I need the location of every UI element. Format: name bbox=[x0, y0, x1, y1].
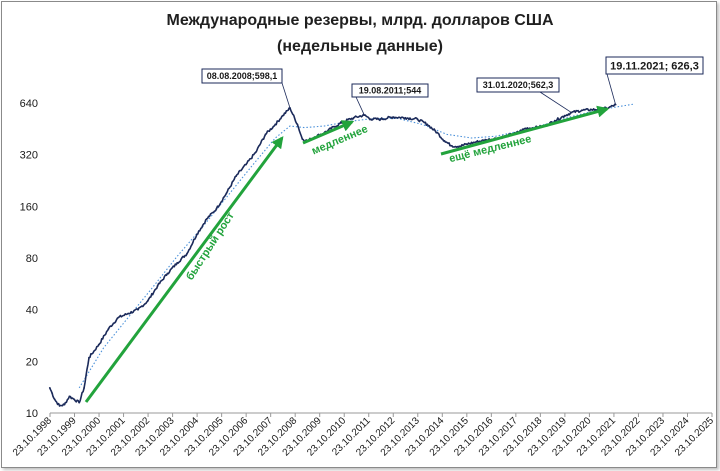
data-point bbox=[426, 123, 429, 126]
data-point bbox=[225, 192, 228, 195]
data-point bbox=[88, 356, 90, 359]
data-point bbox=[281, 114, 284, 117]
data-point bbox=[51, 392, 54, 395]
data-point bbox=[68, 395, 71, 398]
y-tick-label: 10 bbox=[26, 408, 38, 420]
data-point bbox=[53, 398, 56, 401]
data-point bbox=[235, 175, 238, 178]
data-point bbox=[590, 108, 593, 111]
data-point bbox=[580, 109, 583, 112]
data-point bbox=[343, 120, 345, 123]
data-point bbox=[245, 163, 247, 166]
x-axis: 23.10.199823.10.199923.10.200023.10.2001… bbox=[11, 412, 716, 459]
data-point bbox=[465, 143, 468, 146]
data-point bbox=[296, 123, 299, 126]
callout-label: 19.08.2011;544 bbox=[359, 86, 422, 96]
data-point bbox=[97, 343, 100, 346]
data-point bbox=[404, 116, 407, 119]
data-point bbox=[146, 300, 149, 302]
callout-leader bbox=[539, 91, 572, 113]
callout-leader bbox=[281, 82, 291, 109]
annotation-label: быстрый рост bbox=[184, 210, 237, 283]
callout-box bbox=[351, 83, 429, 98]
data-point bbox=[563, 114, 566, 117]
y-tick-label: 20 bbox=[26, 356, 38, 368]
data-point bbox=[137, 308, 139, 311]
data-point bbox=[607, 106, 610, 109]
y-tick-label: 640 bbox=[20, 98, 38, 110]
callout-label: 31.01.2020;562,3 bbox=[483, 80, 554, 90]
chart-subtitle: (недельные данные) bbox=[277, 38, 443, 55]
data-point bbox=[78, 401, 81, 404]
trend-series bbox=[78, 103, 634, 389]
callout-box bbox=[605, 56, 704, 75]
data-point bbox=[333, 125, 336, 128]
callout-leader bbox=[355, 96, 365, 116]
data-point bbox=[254, 151, 257, 154]
data-point bbox=[127, 312, 130, 315]
y-tick-label: 160 bbox=[20, 201, 38, 213]
callouts: 08.08.2008;598,1 19.08.2011;544 31.01.2020… bbox=[201, 56, 704, 116]
data-point bbox=[443, 140, 446, 142]
chart-title: Международные резервы, млрд. долларов СШ… bbox=[166, 12, 553, 29]
data-point bbox=[416, 118, 419, 121]
data-point bbox=[264, 133, 267, 136]
data-point bbox=[186, 252, 189, 255]
data-point bbox=[166, 272, 169, 275]
data-point bbox=[553, 119, 556, 122]
data-point bbox=[458, 145, 461, 148]
callout-label: 19.11.2021; 626,3 bbox=[610, 61, 699, 73]
data-point bbox=[107, 327, 110, 330]
data-point bbox=[73, 398, 76, 401]
callout-leader bbox=[606, 73, 616, 105]
data-point bbox=[83, 387, 85, 389]
data-point bbox=[451, 145, 453, 147]
data-point bbox=[205, 218, 208, 220]
data-point bbox=[379, 118, 382, 121]
data-point bbox=[176, 261, 179, 264]
y-tick-label: 40 bbox=[26, 305, 38, 317]
data-point bbox=[156, 285, 159, 287]
trend-arrow bbox=[440, 105, 610, 156]
data-point bbox=[436, 131, 438, 134]
callout-label: 08.08.2008;598,1 bbox=[207, 71, 278, 81]
y-tick-label: 320 bbox=[20, 150, 38, 162]
data-point bbox=[58, 405, 61, 407]
data-point bbox=[48, 387, 51, 389]
data-point bbox=[352, 116, 355, 119]
data-point bbox=[392, 116, 394, 118]
trend-line bbox=[78, 103, 634, 389]
data-point bbox=[301, 138, 304, 140]
data-point bbox=[274, 123, 277, 126]
data-point bbox=[215, 207, 218, 210]
y-axis: 10 20 40 80 160 320 640 bbox=[20, 98, 38, 420]
data-point bbox=[63, 403, 66, 406]
trend-arrow bbox=[84, 136, 284, 403]
data-point bbox=[117, 316, 120, 319]
callout-box bbox=[201, 68, 283, 84]
y-tick-label: 80 bbox=[26, 253, 38, 265]
data-point bbox=[196, 233, 198, 236]
data-point bbox=[475, 141, 478, 143]
data-point bbox=[370, 118, 372, 121]
trend-arrow bbox=[302, 120, 355, 145]
callout-box bbox=[476, 77, 560, 93]
data-point bbox=[524, 127, 527, 130]
